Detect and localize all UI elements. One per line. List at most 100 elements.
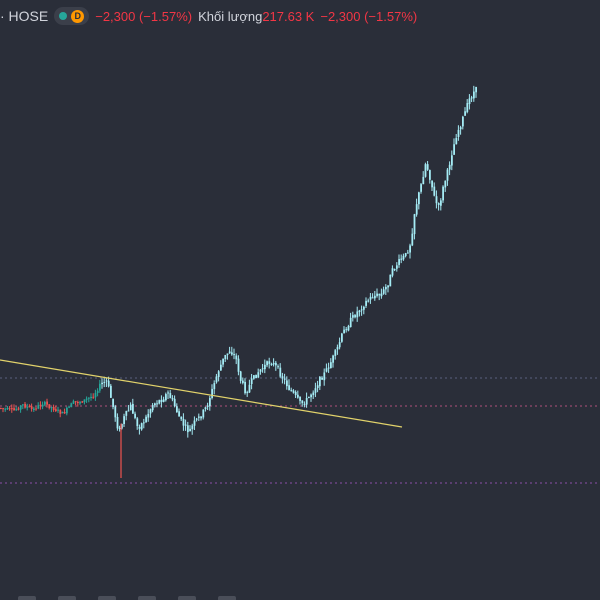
candle-series [0, 85, 477, 478]
candle [209, 398, 211, 407]
candle [233, 354, 235, 356]
market-status-icon [59, 12, 68, 20]
candle [316, 385, 319, 388]
candle [299, 396, 301, 401]
candle [277, 366, 279, 368]
toolbar-tab[interactable] [178, 596, 196, 600]
candle [231, 352, 233, 355]
candle [462, 116, 464, 127]
candle [143, 422, 145, 424]
candle [33, 408, 35, 410]
candle [246, 392, 249, 394]
candle [354, 315, 356, 318]
candle [50, 407, 53, 409]
candle [459, 127, 462, 130]
candle [391, 268, 394, 276]
toolbar-tab[interactable] [138, 596, 156, 600]
candle [83, 399, 86, 403]
candle [68, 406, 70, 408]
candle [118, 427, 121, 430]
candle [297, 394, 299, 398]
candle [213, 383, 216, 390]
candle [88, 397, 90, 399]
candle [92, 396, 95, 398]
candle [294, 391, 297, 396]
candle [13, 408, 15, 411]
candle [455, 137, 458, 145]
candle [182, 419, 185, 426]
candle [107, 380, 110, 387]
candle [204, 407, 207, 410]
candle [191, 425, 194, 430]
candle [409, 245, 411, 253]
candle [61, 411, 64, 414]
candle [149, 409, 152, 414]
candle [400, 258, 403, 260]
candle [48, 404, 51, 409]
candle [283, 378, 286, 380]
candle [464, 111, 466, 116]
candle [136, 418, 139, 427]
candle [77, 402, 79, 404]
trendline[interactable] [0, 359, 403, 428]
candle [473, 91, 475, 99]
candle [446, 169, 449, 181]
candle [211, 388, 213, 398]
candle [470, 97, 473, 99]
candle [325, 368, 328, 372]
candle [15, 409, 18, 411]
candle [424, 164, 427, 177]
candle [365, 300, 367, 306]
candle [134, 413, 136, 418]
candle [4, 408, 7, 410]
candle [420, 184, 422, 192]
candle [156, 403, 158, 405]
candle [435, 196, 438, 204]
candle [99, 383, 101, 391]
candle [347, 326, 350, 331]
candle [206, 405, 209, 407]
candle [228, 351, 231, 354]
candle [2, 408, 4, 410]
toolbar-tab[interactable] [18, 596, 36, 600]
volume-change: −2,300 (−1.57%) [320, 8, 418, 24]
candle [334, 350, 337, 356]
candle [59, 410, 62, 414]
candle [301, 400, 304, 404]
candle [63, 411, 66, 414]
candle [380, 293, 383, 297]
candle [371, 297, 374, 299]
candle [288, 385, 290, 390]
status-badges[interactable]: D [54, 7, 90, 25]
candle [349, 317, 352, 328]
candle [173, 398, 176, 407]
candle [129, 404, 132, 411]
candle [81, 401, 84, 403]
symbol-label: · HOSE [0, 8, 49, 24]
candle [112, 398, 114, 407]
candle [319, 376, 321, 387]
candle [121, 424, 123, 429]
candle [85, 398, 88, 400]
toolbar-tab[interactable] [58, 596, 76, 600]
candle [145, 416, 147, 423]
candle [224, 355, 227, 360]
toolbar-tab[interactable] [218, 596, 236, 600]
candle [220, 364, 222, 371]
candle [110, 385, 112, 398]
volume-label: Khối lượng [198, 8, 263, 24]
candle [332, 355, 334, 363]
candle [101, 382, 103, 385]
candle [415, 204, 418, 215]
candle [358, 310, 361, 313]
candle [198, 416, 200, 418]
toolbar-tab[interactable] [98, 596, 116, 600]
candle [158, 400, 161, 404]
candle [303, 403, 306, 405]
candle [336, 347, 339, 350]
candle [404, 253, 407, 257]
candle [46, 401, 48, 405]
candle [22, 404, 24, 406]
candle [270, 364, 273, 366]
